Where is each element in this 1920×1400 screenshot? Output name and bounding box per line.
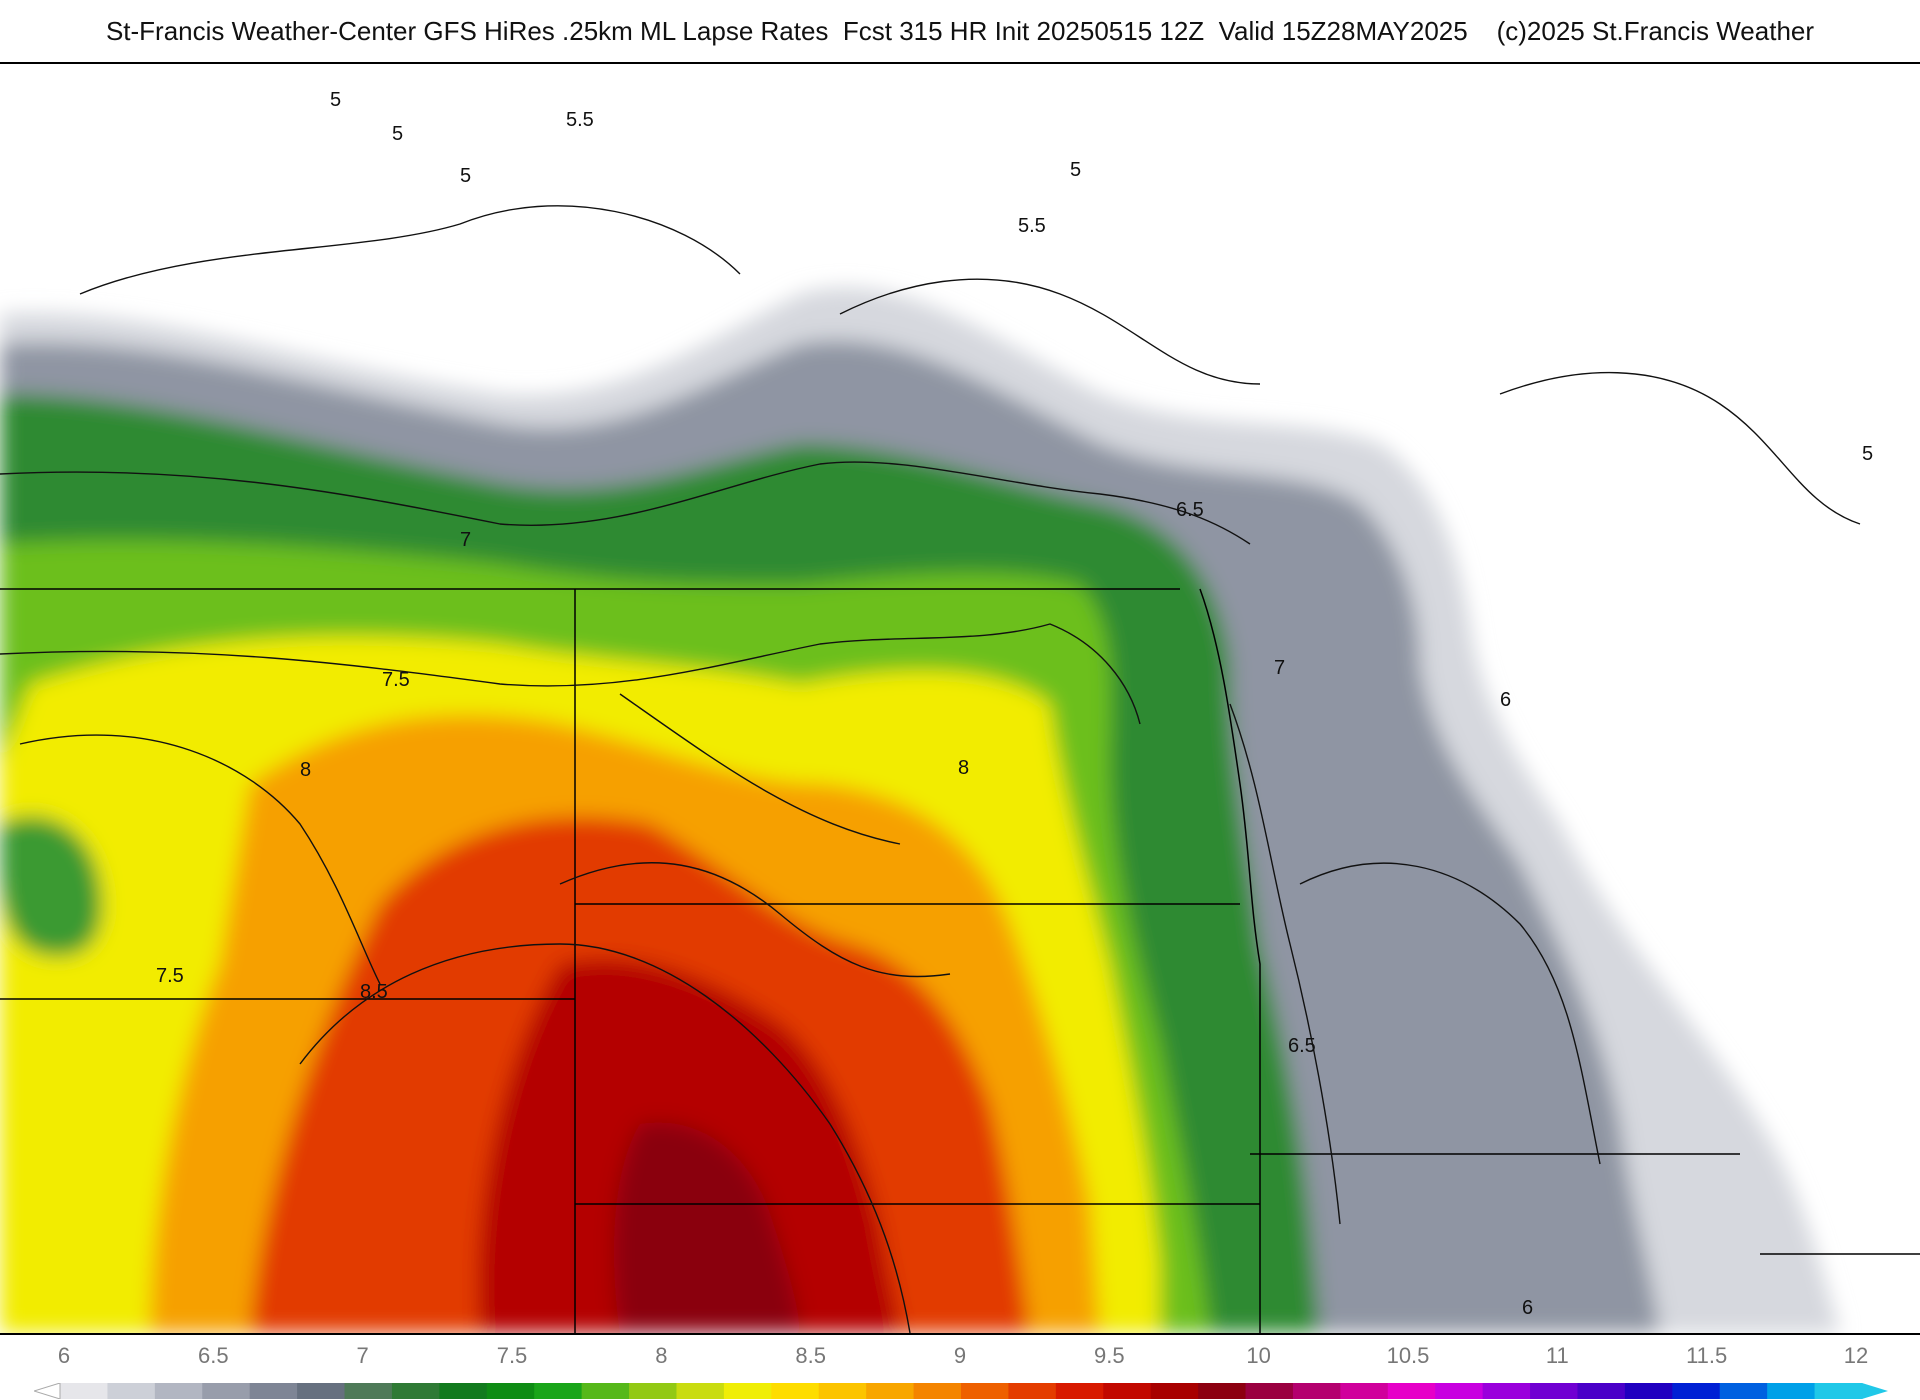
contour-label: 7 <box>1274 657 1285 679</box>
color-legend: 6 6.5 7 7.5 8 8.5 9 9.5 10 10.5 11 11.5 12 <box>0 1335 1920 1400</box>
contour-label: 8 <box>300 759 311 781</box>
colorbar-cell <box>1482 1383 1531 1399</box>
colorbar-cell <box>629 1383 677 1399</box>
contour-label: 6 <box>1500 689 1511 711</box>
contour-label: 5 <box>1862 443 1873 465</box>
shade-west-green <box>0 816 102 957</box>
colorbar-cell <box>1814 1383 1863 1399</box>
colorbar-cell <box>1530 1383 1578 1399</box>
legend-tick-label: 11 <box>1545 1343 1569 1368</box>
colorbar-cell <box>961 1383 1009 1399</box>
legend-tick-label: 10 <box>1246 1343 1271 1368</box>
contour-label: 6 <box>1522 1297 1533 1319</box>
contour-label: 6.5 <box>1176 499 1204 521</box>
colorbar-cell <box>534 1383 583 1399</box>
colorbar-cell <box>771 1383 820 1399</box>
map-title: St-Francis Weather-Center GFS HiRes .25k… <box>105 15 1815 46</box>
colorbar-cell <box>913 1383 962 1399</box>
legend-tick-label: 9.5 <box>1094 1343 1125 1368</box>
colorbar-min-arrow <box>34 1383 61 1399</box>
colorbar-cell <box>107 1383 156 1399</box>
colorbar-cell <box>1340 1383 1389 1399</box>
colorbar-cell <box>1008 1383 1057 1399</box>
contour-label: 8.5 <box>360 981 388 1003</box>
contour-label: 5 <box>392 123 403 145</box>
legend-tick-label: 7 <box>356 1343 369 1368</box>
colorbar-cell <box>202 1383 251 1399</box>
legend-tick-label: 8.5 <box>795 1343 826 1368</box>
colorbar-cell <box>297 1383 346 1399</box>
colorbar-cell <box>486 1383 535 1399</box>
contour-label: 7 <box>460 529 471 551</box>
contour-label: 6.5 <box>1288 1035 1316 1057</box>
colorbar <box>34 1383 1888 1399</box>
colorbar-cell <box>344 1383 393 1399</box>
contour-lines <box>0 205 1861 1333</box>
colorbar-cell <box>1719 1383 1768 1399</box>
colorbar-cell <box>1624 1383 1673 1399</box>
colorbar-cell <box>1198 1383 1247 1399</box>
contour-label: 5.5 <box>1018 215 1046 237</box>
colorbar-cell <box>581 1383 630 1399</box>
shade-maroon <box>614 1122 800 1333</box>
state-borders <box>0 588 1920 1333</box>
colorbar-cell <box>676 1383 725 1399</box>
colorbar-cell <box>1103 1383 1152 1399</box>
colorbar-cell <box>154 1383 203 1399</box>
colorbar-cell <box>249 1383 298 1399</box>
legend-tick-label: 8 <box>655 1343 668 1368</box>
contour-labels: 5 5 5.5 5 5 5.5 5 6.5 7 7 7.5 8 8 7.5 8.… <box>156 89 1873 1319</box>
contour-label: 8 <box>958 757 969 779</box>
contour-label: 7.5 <box>382 669 410 691</box>
legend-tick-label: 11.5 <box>1686 1343 1728 1368</box>
colorbar-cell <box>391 1383 440 1399</box>
legend-tick-label: 6.5 <box>198 1343 229 1368</box>
colorbar-cell <box>723 1383 772 1399</box>
shaded-field <box>0 287 1840 1333</box>
legend-tick-label: 6 <box>57 1343 71 1368</box>
contour-label: 5 <box>460 165 471 187</box>
colorbar-cell <box>1055 1383 1104 1399</box>
colorbar-cell <box>1292 1383 1341 1399</box>
colorbar-max-arrow <box>1862 1383 1888 1399</box>
legend-tick-label: 7.5 <box>496 1343 528 1368</box>
colorbar-cell <box>1435 1383 1484 1399</box>
contour-label: 5.5 <box>566 109 594 131</box>
legend-tick-label: 12 <box>1843 1343 1869 1368</box>
map-canvas: 5 5 5.5 5 5 5.5 5 6.5 7 7 7.5 8 8 7.5 8.… <box>0 89 1920 1333</box>
contour-label: 5 <box>330 89 341 111</box>
colorbar-cell <box>1672 1383 1721 1399</box>
legend-tick-label: 9 <box>953 1343 967 1368</box>
colorbar-cell <box>866 1383 915 1399</box>
colorbar-cell <box>439 1383 488 1399</box>
lapse-rate-map: 5 5 5.5 5 5 5.5 5 6.5 7 7 7.5 8 8 7.5 8.… <box>0 62 1920 1335</box>
colorbar-cell <box>1767 1383 1816 1399</box>
colorbar-cell <box>818 1383 867 1399</box>
legend-tick-label: 10.5 <box>1386 1343 1430 1368</box>
colorbar-cell <box>1245 1383 1294 1399</box>
colorbar-cell <box>1150 1383 1199 1399</box>
contour-label: 5 <box>1070 159 1081 181</box>
colorbar-cell <box>60 1383 108 1399</box>
contour-label: 7.5 <box>156 965 184 987</box>
colorbar-cell <box>1387 1383 1436 1399</box>
colorbar-cell <box>1577 1383 1626 1399</box>
